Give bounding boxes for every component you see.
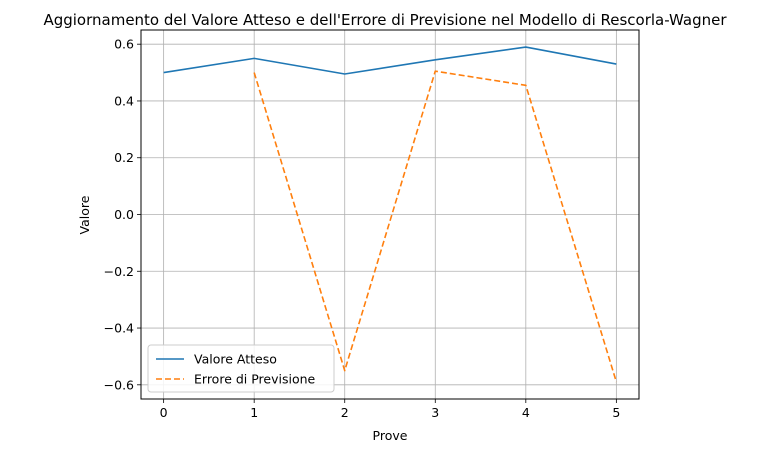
- y-tick-label: 0.0: [114, 207, 134, 222]
- series-lines: [163, 46, 618, 383]
- x-tick-label: 1: [250, 405, 258, 420]
- x-tick-label: 2: [341, 405, 349, 420]
- y-tick-label: 0.6: [114, 37, 134, 52]
- x-tick-label: 0: [160, 405, 168, 420]
- legend: Valore Atteso Errore di Previsione: [147, 344, 335, 393]
- y-tick-label: −0.6: [104, 377, 134, 392]
- y-axis-label: Valore: [77, 195, 92, 234]
- x-tick-label: 5: [612, 405, 620, 420]
- x-axis: 0 1 2 3 4 5: [160, 399, 620, 420]
- chart-title: Aggiornamento del Valore Atteso e dell'E…: [43, 11, 727, 29]
- legend-label-1: Valore Atteso: [194, 352, 277, 367]
- grid: [141, 30, 639, 399]
- y-tick-label: 0.4: [114, 93, 134, 108]
- y-tick-label: −0.4: [104, 321, 134, 336]
- y-tick-label: −0.2: [104, 264, 134, 279]
- y-axis: −0.6 −0.4 −0.2 0.0 0.2 0.4 0.6: [104, 37, 141, 392]
- legend-label-2: Errore di Previsione: [194, 372, 316, 387]
- x-tick-label: 3: [431, 405, 439, 420]
- x-axis-label: Prove: [373, 428, 408, 443]
- legend-box: [147, 344, 335, 393]
- series-line-1: [163, 46, 617, 75]
- series-line-2: [253, 70, 618, 383]
- y-tick-label: 0.2: [114, 150, 134, 165]
- x-tick-label: 4: [522, 405, 530, 420]
